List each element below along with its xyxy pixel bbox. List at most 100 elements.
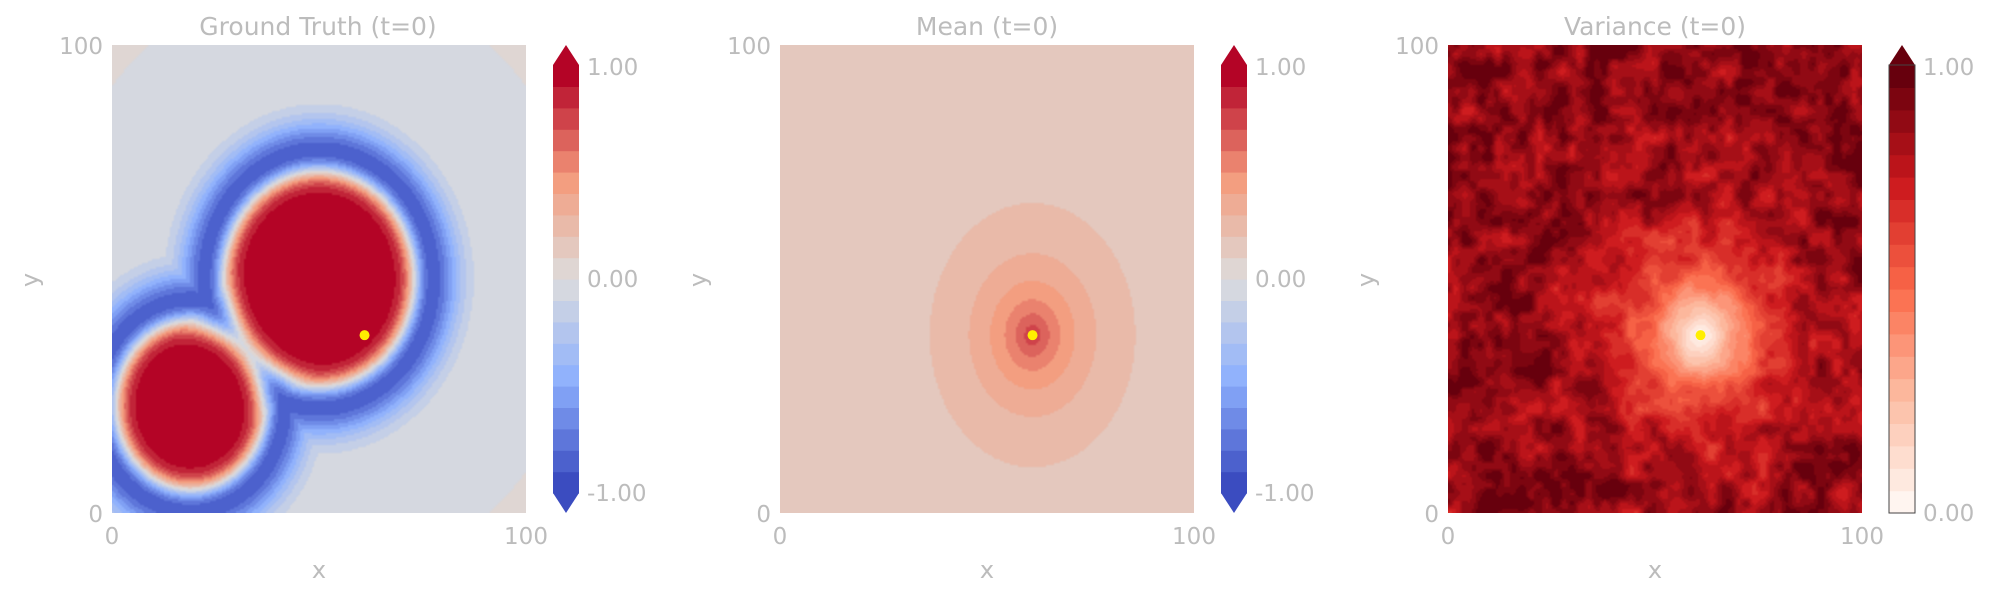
colorbar-band (553, 193, 579, 216)
colorbar-tick-mid: 0.00 (587, 267, 638, 293)
colorbar-extend-top (1889, 45, 1915, 65)
x-tick-right: 100 (1172, 524, 1216, 550)
colorbar-band (1221, 236, 1247, 259)
panel-variance: Variance (t=0) 100 0 0 100 x y 1.00 0.00 (1352, 12, 1974, 584)
colorbar-band (553, 300, 579, 323)
observation-point (359, 330, 370, 341)
x-tick-right: 100 (1840, 524, 1884, 550)
colorbar-band (553, 107, 579, 130)
colorbar-band (553, 343, 579, 366)
colorbar-band (1889, 177, 1915, 200)
observation-point (1695, 330, 1706, 341)
colorbar-band (553, 364, 579, 387)
x-tick-left: 0 (105, 524, 120, 550)
x-axis-label: x (312, 556, 326, 584)
colorbar-extend-bottom (1221, 493, 1247, 513)
colorbar-band (1889, 445, 1915, 469)
colorbar-band (553, 450, 579, 473)
colorbar-band (1221, 107, 1247, 130)
y-tick-bottom: 0 (88, 502, 103, 528)
colorbar-band (1221, 428, 1247, 451)
colorbar-band (1221, 450, 1247, 473)
panel-mean: Mean (t=0) 100 0 0 100 x y 1.00 0.00 -1.… (684, 12, 1315, 584)
colorbar: 1.00 0.00 -1.00 (553, 45, 647, 513)
colorbar-band (553, 86, 579, 109)
colorbar-band (1889, 154, 1915, 178)
heatmap-mean (780, 45, 1194, 513)
panel-title: Variance (t=0) (1564, 12, 1746, 41)
colorbar-extend-top (1221, 45, 1247, 65)
colorbar-band (1221, 386, 1247, 408)
colorbar-band (1889, 378, 1915, 402)
colorbar-band (1221, 193, 1247, 216)
colorbar-band (553, 279, 579, 301)
colorbar-band (553, 257, 579, 280)
colorbar-band (1889, 423, 1915, 447)
x-axis-label: x (1648, 556, 1662, 584)
colorbar-bands (1221, 65, 1247, 494)
colorbar-band (1221, 65, 1247, 87)
colorbar-band (1221, 86, 1247, 109)
heatmap-ground-truth (112, 45, 526, 513)
colorbar-band (1889, 401, 1915, 424)
x-tick-right: 100 (504, 524, 548, 550)
y-tick-top: 100 (727, 34, 771, 60)
panel-title: Mean (t=0) (916, 12, 1058, 41)
y-tick-bottom: 0 (1424, 502, 1439, 528)
colorbar-band (1889, 132, 1915, 156)
colorbar-tick-max: 1.00 (1255, 55, 1306, 81)
x-axis-label: x (980, 556, 994, 584)
colorbar-band (553, 428, 579, 451)
colorbar-band (553, 129, 579, 152)
y-axis-label: y (1352, 273, 1380, 287)
colorbar-extend-top (553, 45, 579, 65)
colorbar-tick-mid: 0.00 (1255, 267, 1306, 293)
y-tick-top: 100 (59, 34, 103, 60)
colorbar-band (1889, 468, 1915, 492)
colorbar-band (1889, 333, 1915, 357)
colorbar-bands (1889, 65, 1915, 514)
colorbar-band (1889, 266, 1915, 290)
colorbar-band (553, 172, 579, 194)
colorbar: 1.00 0.00 (1888, 45, 1974, 527)
colorbar-band (1221, 321, 1247, 344)
x-tick-left: 0 (773, 524, 788, 550)
colorbar-band (1889, 311, 1915, 335)
colorbar-band (1221, 129, 1247, 152)
colorbar-band (1221, 257, 1247, 280)
colorbar-tick-min: -1.00 (587, 481, 647, 507)
colorbar-band (1889, 289, 1915, 312)
x-tick-left: 0 (1441, 524, 1456, 550)
colorbar-bands (553, 65, 579, 494)
colorbar-band (553, 471, 579, 494)
colorbar-band (1889, 356, 1915, 380)
colorbar-band (553, 236, 579, 259)
y-axis-label: y (16, 273, 44, 287)
y-axis-label: y (684, 273, 712, 287)
colorbar-band (1221, 343, 1247, 366)
colorbar-band (1889, 244, 1915, 268)
panel-ground-truth: Ground Truth (t=0) 100 0 0 100 x y 1.00 … (16, 12, 647, 584)
colorbar-band (1221, 279, 1247, 301)
colorbar-band (553, 407, 579, 430)
panel-title: Ground Truth (t=0) (199, 12, 436, 41)
colorbar-extend-bottom (553, 493, 579, 513)
colorbar-band (1889, 221, 1915, 245)
colorbar-band (553, 321, 579, 344)
colorbar-band (553, 150, 579, 173)
colorbar-band (553, 386, 579, 408)
colorbar-band (1221, 471, 1247, 494)
colorbar-tick-min: -1.00 (1255, 481, 1315, 507)
colorbar-tick-max: 1.00 (1923, 55, 1974, 81)
y-tick-top: 100 (1395, 34, 1439, 60)
colorbar-band (1889, 199, 1915, 223)
colorbar-band (1221, 172, 1247, 194)
colorbar-band (1221, 364, 1247, 387)
colorbar-band (1889, 65, 1915, 88)
colorbar-band (1221, 407, 1247, 430)
colorbar-band (1221, 214, 1247, 237)
colorbar-band (553, 214, 579, 237)
colorbar-tick-min: 0.00 (1923, 501, 1974, 527)
